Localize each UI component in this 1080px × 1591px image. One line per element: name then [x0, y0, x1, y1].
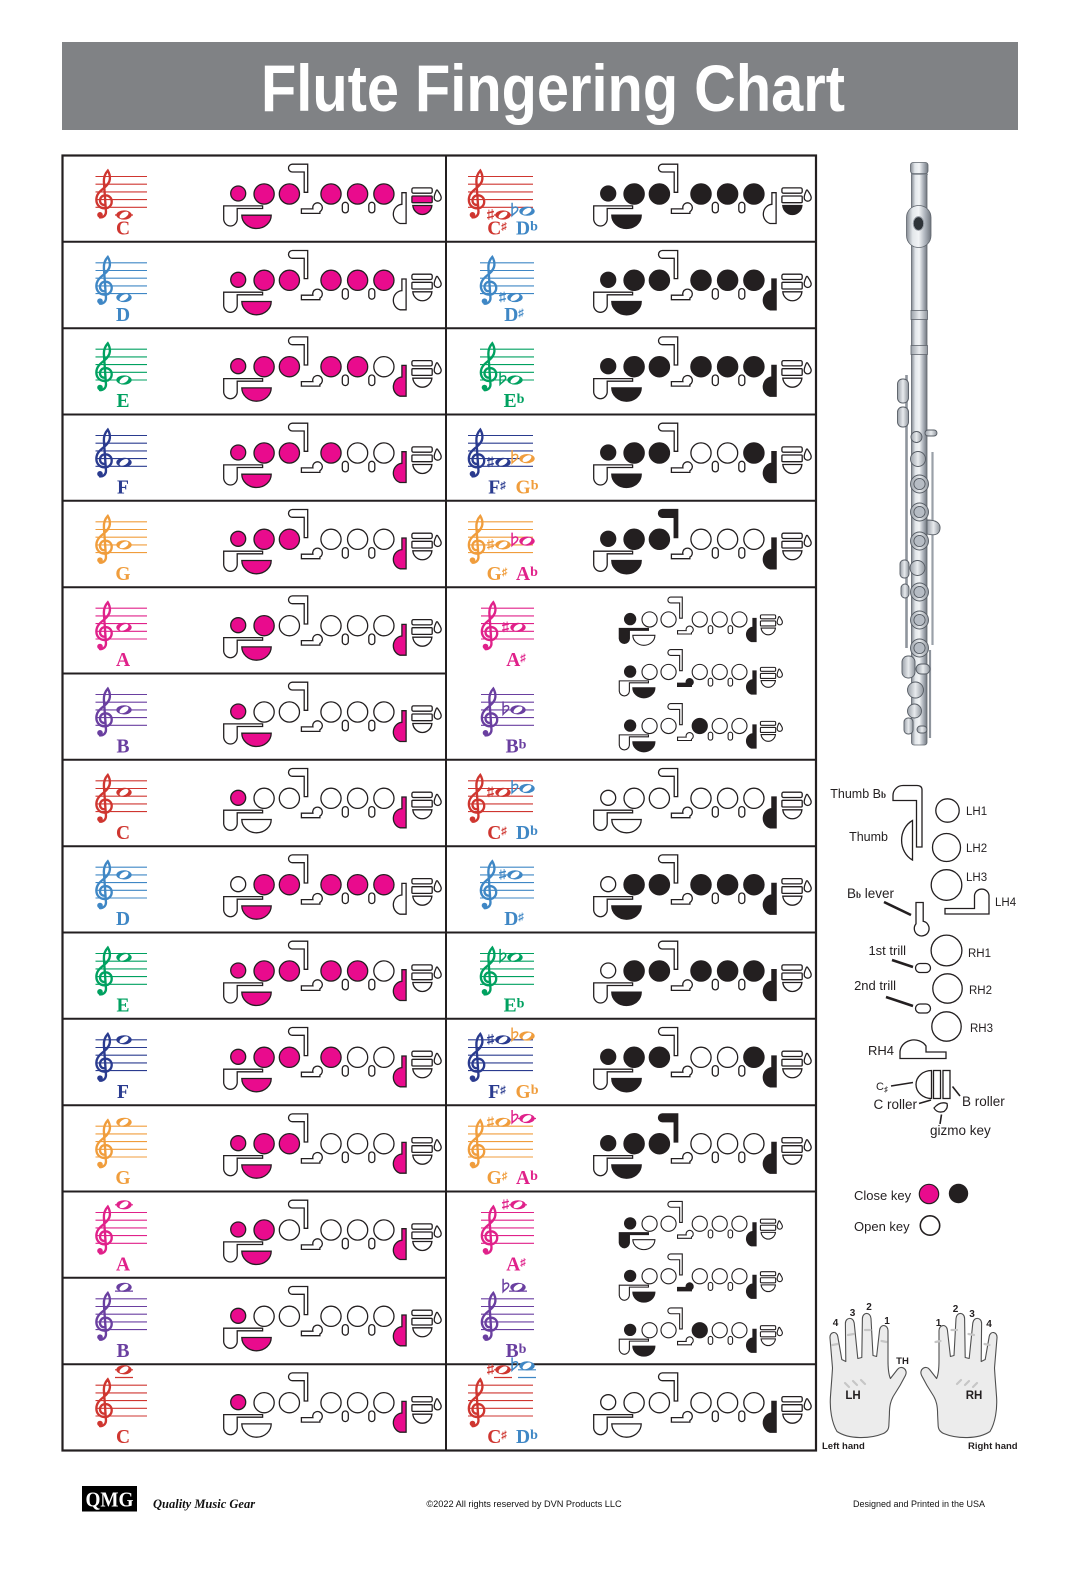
svg-text:Bb lever: Bb lever: [847, 886, 895, 901]
svg-text:C: C: [116, 1427, 130, 1448]
svg-text:Open key: Open key: [854, 1219, 910, 1234]
svg-text:2: 2: [953, 1304, 959, 1315]
svg-text:3: 3: [969, 1309, 975, 1320]
svg-text:Ab: Ab: [516, 1168, 538, 1189]
svg-text:RH1: RH1: [968, 948, 991, 960]
svg-text:2nd trill: 2nd trill: [854, 978, 896, 993]
svg-text:Thumb: Thumb: [849, 830, 888, 844]
svg-text:Close key: Close key: [854, 1188, 912, 1203]
svg-text:C♯: C♯: [876, 1081, 888, 1094]
svg-text:C roller: C roller: [873, 1097, 917, 1112]
svg-text:Bb: Bb: [506, 1341, 527, 1362]
svg-text:Db: Db: [516, 823, 538, 844]
svg-text:Bb: Bb: [506, 737, 527, 758]
svg-text:E: E: [116, 996, 129, 1017]
svg-text:Left hand: Left hand: [822, 1441, 865, 1452]
svg-text:A: A: [116, 650, 130, 671]
svg-text:RH: RH: [966, 1390, 983, 1402]
svg-text:3: 3: [850, 1308, 856, 1319]
svg-text:Quality Music Gear: Quality Music Gear: [153, 1497, 255, 1511]
svg-text:B: B: [116, 737, 129, 758]
svg-text:LH3: LH3: [966, 872, 987, 884]
svg-text:©2022 All rights reserved by D: ©2022 All rights reserved by DVN Product…: [426, 1499, 622, 1509]
svg-text:4: 4: [986, 1319, 992, 1330]
svg-text:1: 1: [936, 1318, 942, 1329]
svg-text:Gb: Gb: [516, 478, 539, 499]
svg-text:RH2: RH2: [969, 985, 992, 997]
svg-text:Db: Db: [516, 219, 538, 240]
svg-text:4: 4: [833, 1318, 839, 1329]
svg-text:2: 2: [866, 1302, 872, 1313]
svg-text:Db: Db: [516, 1427, 538, 1448]
svg-text:Ab: Ab: [516, 564, 538, 585]
svg-text:gizmo key: gizmo key: [930, 1123, 991, 1138]
svg-text:1: 1: [884, 1316, 890, 1327]
svg-text:LH4: LH4: [995, 897, 1017, 909]
svg-text:Eb: Eb: [504, 996, 525, 1017]
svg-text:G: G: [115, 564, 130, 585]
svg-text:A: A: [116, 1255, 130, 1276]
svg-text:LH1: LH1: [966, 806, 987, 818]
svg-text:TH: TH: [896, 1356, 909, 1367]
svg-text:Gb: Gb: [516, 1082, 539, 1103]
svg-text:G: G: [115, 1168, 130, 1189]
svg-text:Eb: Eb: [504, 391, 525, 412]
svg-text:RH3: RH3: [970, 1023, 993, 1035]
svg-text:E: E: [116, 391, 129, 412]
svg-text:D: D: [116, 305, 130, 326]
svg-text:QMG: QMG: [86, 1488, 134, 1512]
svg-text:B roller: B roller: [962, 1094, 1005, 1109]
svg-text:LH2: LH2: [966, 843, 987, 855]
svg-text:B: B: [116, 1341, 129, 1362]
svg-text:D: D: [116, 909, 130, 930]
svg-text:C: C: [116, 219, 130, 240]
svg-text:F: F: [117, 478, 129, 499]
svg-text:1st trill: 1st trill: [868, 943, 906, 958]
svg-text:C: C: [116, 823, 130, 844]
svg-text:Thumb Bb: Thumb Bb: [830, 787, 886, 801]
svg-text:LH: LH: [845, 1390, 860, 1402]
svg-text:F: F: [117, 1082, 129, 1103]
svg-text:Designed and Printed in the US: Designed and Printed in the USA: [853, 1499, 985, 1509]
svg-text:Flute Fingering Chart: Flute Fingering Chart: [261, 51, 845, 125]
svg-text:RH4: RH4: [868, 1043, 894, 1058]
svg-text:Right hand: Right hand: [968, 1441, 1018, 1452]
